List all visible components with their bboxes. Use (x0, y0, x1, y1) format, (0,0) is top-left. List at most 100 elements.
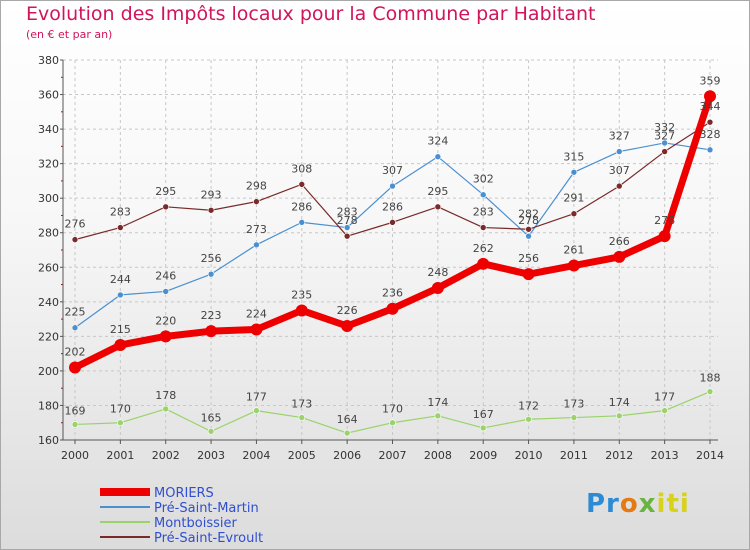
data-label: 283 (337, 206, 358, 219)
data-point (162, 203, 170, 211)
data-label: 173 (563, 398, 584, 411)
y-tick-label: 300 (38, 192, 59, 205)
x-tick-label: 2010 (515, 449, 543, 462)
data-point (570, 414, 578, 421)
legend-label: Pré-Saint-Martin (154, 501, 259, 516)
data-label: 177 (246, 391, 267, 404)
series (69, 90, 716, 437)
data-label: 315 (563, 150, 584, 163)
data-label: 359 (700, 74, 721, 87)
data-point (298, 219, 306, 226)
data-label: 188 (700, 372, 721, 385)
data-label: 167 (473, 408, 494, 421)
data-labels: 169 170 178 165 177 173 164 170 174 167 172 173 174 1… (65, 74, 721, 426)
data-point (615, 412, 623, 420)
x-tick-label: 2013 (651, 449, 679, 462)
data-label: 302 (473, 173, 494, 186)
grid (63, 59, 718, 441)
data-label: 235 (291, 288, 312, 301)
data-label: 170 (110, 403, 131, 416)
data-label: 246 (155, 269, 176, 282)
data-label: 308 (291, 162, 312, 175)
data-label: 177 (654, 391, 675, 404)
data-label: 307 (382, 164, 403, 177)
data-label: 283 (110, 206, 131, 219)
data-label: 215 (110, 323, 131, 336)
data-label: 344 (700, 100, 721, 113)
data-point (434, 412, 442, 420)
data-point (522, 268, 535, 281)
data-point (661, 407, 668, 414)
y-tick-label: 260 (38, 261, 59, 274)
legend-label: Montboissier (154, 516, 237, 531)
y-tick-label: 320 (38, 158, 59, 171)
data-label: 172 (518, 399, 539, 412)
x-tick-label: 2001 (106, 449, 134, 462)
data-label: 256 (201, 252, 222, 265)
data-point (434, 203, 442, 211)
data-point (567, 259, 580, 272)
x-tick-label: 2014 (696, 449, 724, 462)
x-tick-label: 2004 (242, 449, 270, 462)
data-label: 324 (427, 135, 448, 148)
data-point (71, 236, 79, 243)
data-point (162, 405, 170, 413)
data-label: 278 (337, 214, 358, 227)
data-point (341, 320, 354, 332)
data-label: 248 (427, 266, 448, 279)
y-tick-label: 220 (38, 330, 59, 343)
data-point (479, 424, 487, 432)
data-point (71, 324, 79, 332)
data-point (525, 232, 532, 240)
data-label: 226 (337, 304, 358, 317)
data-point (298, 414, 306, 421)
x-tick-label: 2012 (605, 449, 633, 462)
data-point (389, 219, 396, 226)
data-label: 291 (563, 192, 584, 205)
data-point (117, 291, 124, 299)
data-point (162, 288, 170, 295)
data-label: 178 (155, 389, 176, 402)
data-point (114, 339, 127, 351)
data-label: 164 (337, 413, 358, 426)
x-tick-label: 2003 (197, 449, 225, 462)
legend-label: MORIERS (154, 486, 214, 501)
data-point (525, 415, 532, 423)
x-tick-label: 2007 (379, 449, 407, 462)
data-point (343, 224, 351, 231)
data-label: 174 (427, 396, 448, 409)
data-label: 261 (563, 244, 584, 257)
data-point (253, 407, 260, 414)
data-label: 286 (382, 200, 403, 213)
data-point (661, 139, 668, 147)
data-point (207, 428, 215, 435)
data-point (389, 182, 396, 190)
data-point (525, 225, 532, 233)
data-label: 256 (518, 252, 539, 265)
data-label: 327 (609, 130, 630, 143)
x-tick-label: 2011 (560, 449, 588, 462)
data-label: 295 (427, 185, 448, 198)
data-point (706, 388, 714, 395)
data-point (253, 241, 260, 249)
data-point (253, 198, 260, 205)
x-tick-label: 2009 (469, 449, 497, 462)
data-label: 220 (155, 314, 176, 327)
data-point (71, 421, 79, 428)
x-tick-label: 2002 (152, 449, 180, 462)
data-point (615, 148, 623, 155)
data-point (207, 206, 215, 214)
data-point (615, 182, 623, 190)
y-tick-label: 240 (38, 296, 59, 309)
proxiti-logo: Proxiti (586, 489, 690, 519)
data-point (434, 153, 442, 161)
data-label: 332 (654, 121, 675, 134)
data-label: 327 (654, 130, 675, 143)
data-label: 298 (246, 180, 267, 193)
chart-title: Evolution des Impôts locaux pour la Comm… (26, 3, 596, 25)
data-point (477, 257, 490, 270)
data-point (117, 224, 124, 231)
y-tick-label: 280 (38, 227, 59, 240)
x-tick-label: 2006 (333, 449, 361, 462)
